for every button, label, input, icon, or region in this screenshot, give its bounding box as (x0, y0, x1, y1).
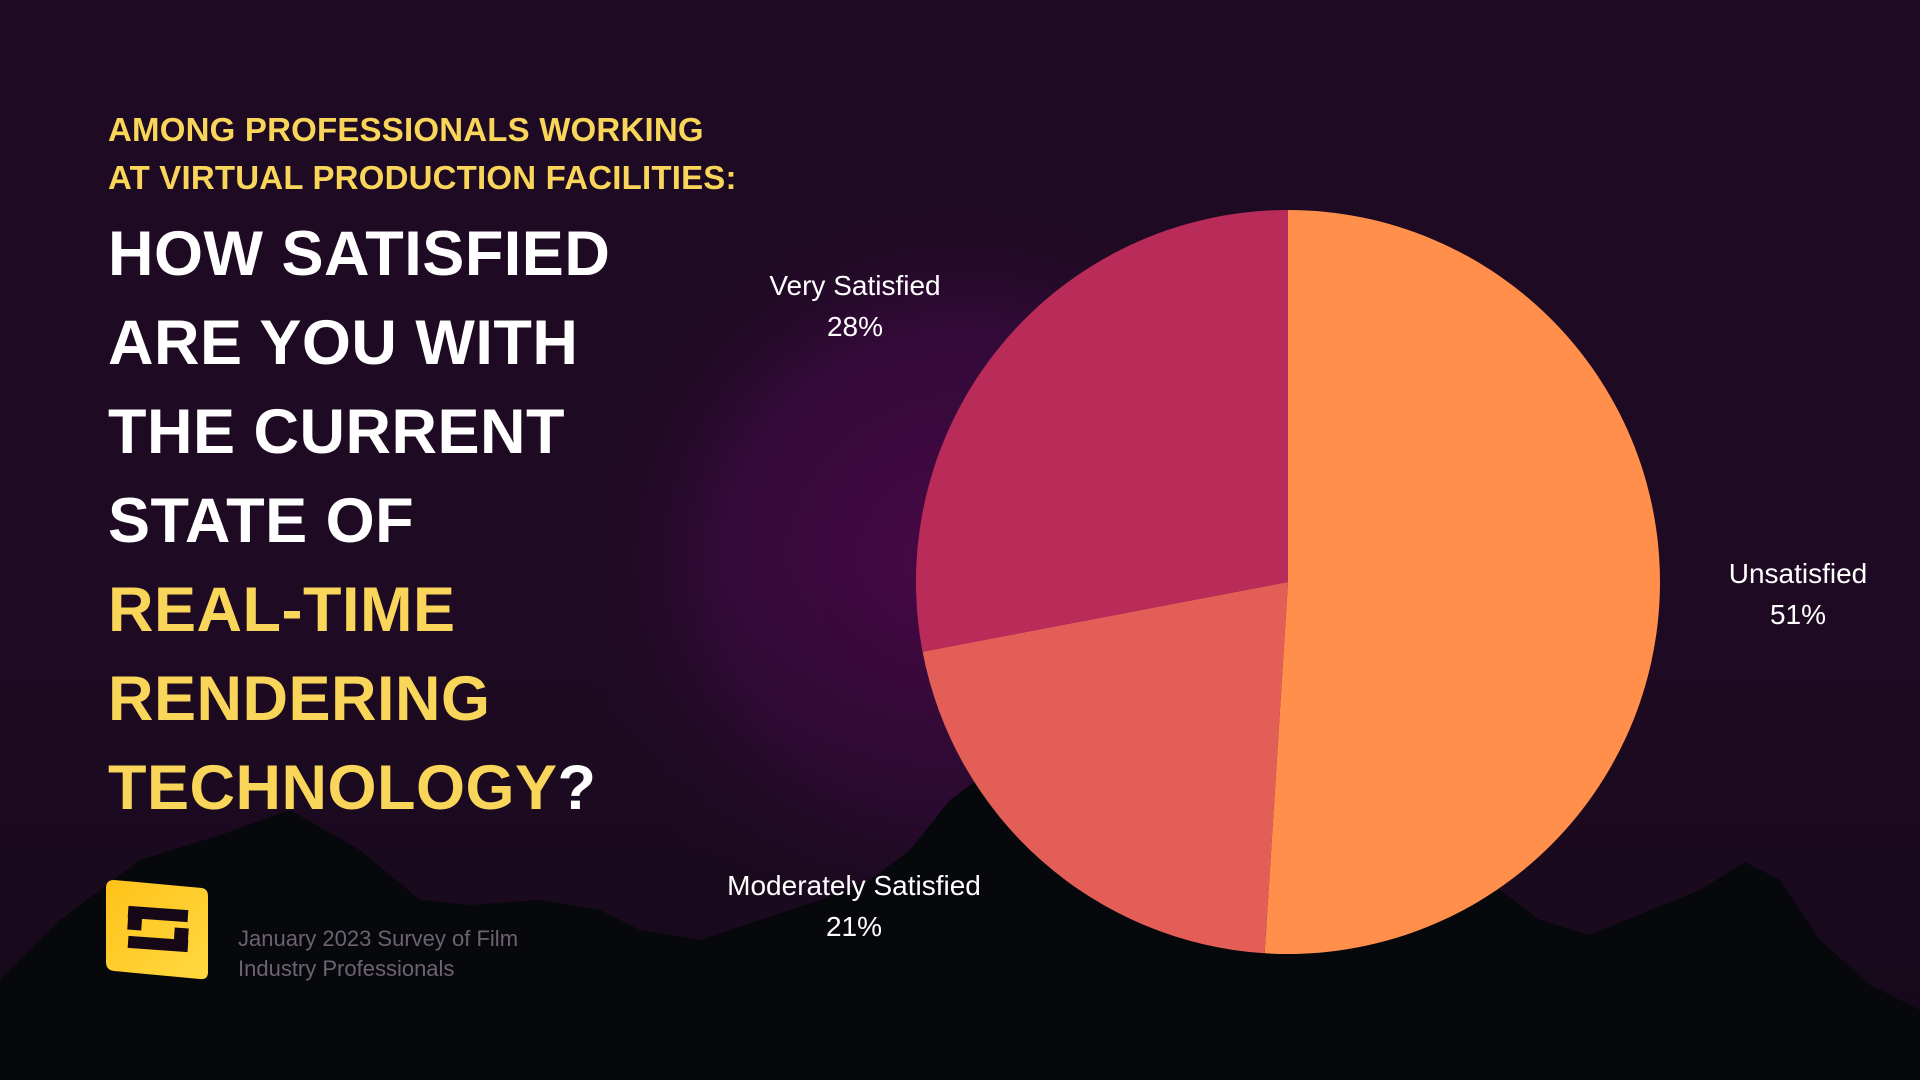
title-question-mark: ? (557, 753, 597, 823)
footnote-line: January 2023 Survey of Film (238, 926, 519, 951)
title-line: STATE OF (108, 486, 415, 556)
slice-label-unsatisfied: Unsatisfied 51% (1666, 553, 1920, 635)
title-line: HOW SATISFIED (108, 219, 611, 289)
pie-slice-unsatisfied (1264, 210, 1660, 954)
title-highlight-word: TECHNOLOGY (108, 753, 558, 823)
subtitle-line: AT VIRTUAL PRODUCTION FACILITIES: (108, 159, 737, 196)
slice-label-value: 51% (1769, 599, 1827, 630)
slice-label-name: Very Satisfied (769, 270, 941, 301)
chart-subtitle: AMONG PROFESSIONALS WORKING AT VIRTUAL P… (108, 106, 868, 202)
title-line-highlight: RENDERING (108, 664, 491, 734)
subtitle-line: AMONG PROFESSIONALS WORKING (108, 111, 704, 148)
mountain-silhouette (0, 770, 1920, 1080)
slice-label-value: 28% (826, 311, 884, 342)
slice-label-name: Unsatisfied (1728, 558, 1868, 589)
slice-label-moderately-satisfied: Moderately Satisfied 21% (690, 865, 1018, 947)
title-line-highlight: REAL-TIME (108, 575, 456, 645)
slice-label-value: 21% (825, 911, 883, 942)
slice-label-very-satisfied: Very Satisfied 28% (735, 265, 975, 347)
pie-slice-moderately-satisfied (922, 582, 1288, 954)
source-footnote: January 2023 Survey of Film Industry Pro… (238, 924, 518, 984)
pie-slice-very-satisfied (916, 210, 1288, 652)
chart-title: HOW SATISFIED ARE YOU WITH THE CURRENT S… (108, 210, 728, 833)
title-line: ARE YOU WITH (108, 308, 579, 378)
slice-label-name: Moderately Satisfied (727, 870, 981, 901)
footnote-line: Industry Professionals (238, 956, 455, 981)
brand-logo (106, 880, 208, 980)
title-line: THE CURRENT (108, 397, 565, 467)
title-line: TECHNOLOGY? (108, 744, 728, 833)
